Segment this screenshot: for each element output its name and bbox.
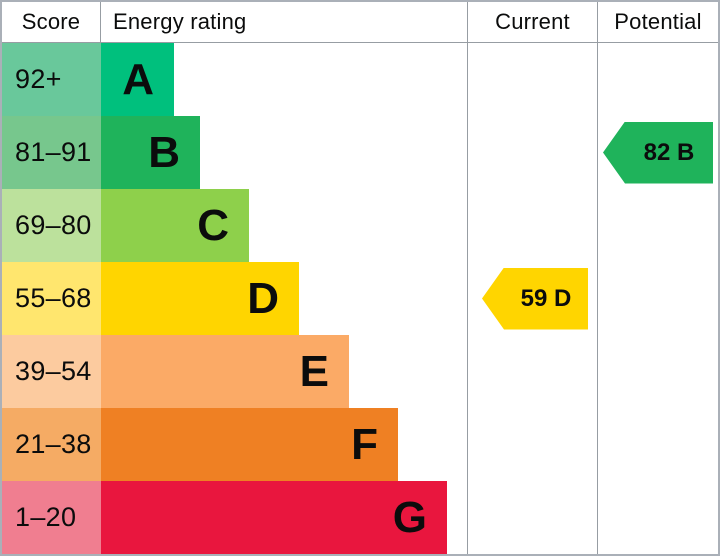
potential-slot-f	[598, 408, 718, 481]
current-column: Current 59 D	[467, 2, 597, 554]
band-bar-c: C	[101, 189, 249, 262]
score-range-label: 21–38	[2, 408, 101, 481]
band-row-e: 39–54 E	[2, 335, 467, 408]
band-row-d: 55–68 D	[2, 262, 467, 335]
current-slot-d: 59 D	[468, 262, 597, 335]
band-row-f: 21–38 F	[2, 408, 467, 481]
band-bar-g: G	[101, 481, 447, 554]
potential-column: Potential 82 B	[597, 2, 718, 554]
potential-rating-arrow: 82 B	[603, 121, 713, 184]
potential-column-header: Potential	[598, 2, 718, 43]
current-rating-arrow: 59 D	[482, 267, 588, 330]
band-bar-b: B	[101, 116, 200, 189]
band-bar-d: D	[101, 262, 299, 335]
score-range-label: 92+	[2, 43, 101, 116]
bands-section: Score Energy rating 92+ A 81–91 B 69–80 …	[2, 2, 467, 554]
score-range-label: 1–20	[2, 481, 101, 554]
band-bar-a: A	[101, 43, 174, 116]
potential-slot-c	[598, 189, 718, 262]
score-range-label: 81–91	[2, 116, 101, 189]
score-range-label: 55–68	[2, 262, 101, 335]
band-row-a: 92+ A	[2, 43, 467, 116]
potential-slot-d	[598, 262, 718, 335]
potential-slot-a	[598, 43, 718, 116]
score-range-label: 69–80	[2, 189, 101, 262]
current-slot-c	[468, 189, 597, 262]
potential-slot-e	[598, 335, 718, 408]
band-bar-f: F	[101, 408, 398, 481]
current-slot-f	[468, 408, 597, 481]
current-column-header: Current	[468, 2, 597, 43]
potential-slot-g	[598, 481, 718, 554]
band-row-c: 69–80 C	[2, 189, 467, 262]
current-slot-a	[468, 43, 597, 116]
band-row-b: 81–91 B	[2, 116, 467, 189]
table-header-row: Score Energy rating	[2, 2, 467, 43]
current-slot-b	[468, 116, 597, 189]
current-slot-e	[468, 335, 597, 408]
band-row-g: 1–20 G	[2, 481, 467, 554]
score-range-label: 39–54	[2, 335, 101, 408]
score-column-header: Score	[2, 2, 101, 42]
band-bar-e: E	[101, 335, 349, 408]
potential-slot-b: 82 B	[598, 116, 718, 189]
current-slot-g	[468, 481, 597, 554]
energy-rating-column-header: Energy rating	[113, 9, 247, 34]
